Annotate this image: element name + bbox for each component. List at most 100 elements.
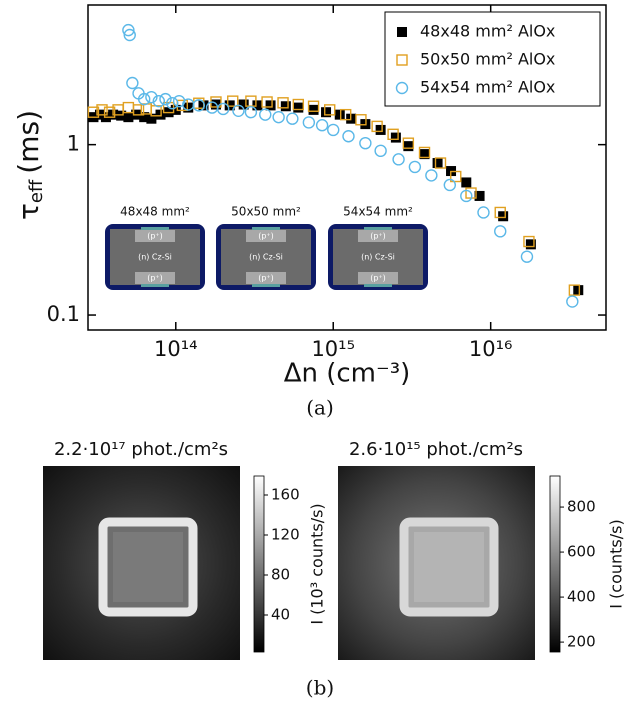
pl-image (338, 466, 535, 660)
inset-label: (p⁺) (258, 274, 274, 283)
marker (252, 100, 263, 111)
marker (402, 137, 415, 149)
colorbar-tick-label: 400 (567, 588, 596, 606)
marker (232, 104, 245, 117)
marker (137, 92, 151, 106)
inset-title: 54x54 mm² (343, 205, 413, 219)
y-label-symbol: τ (12, 203, 45, 220)
inset-contact (364, 284, 392, 287)
inset-label: (n) Cz-Si (138, 253, 172, 262)
inset-emitter (358, 230, 398, 242)
marker (123, 112, 134, 123)
marker (162, 101, 175, 114)
legend-marker (397, 27, 407, 37)
marker (340, 108, 352, 121)
marker (293, 102, 304, 113)
marker (432, 158, 443, 169)
x-tick-label: 10¹⁶ (469, 337, 513, 361)
marker (224, 100, 235, 111)
panel-label: (a) (306, 396, 334, 420)
marker (408, 160, 422, 174)
marker (375, 124, 386, 135)
inset-emitter (246, 272, 286, 284)
marker (123, 28, 136, 42)
marker (566, 295, 579, 308)
marker (434, 157, 447, 169)
marker (450, 170, 462, 183)
marker (170, 104, 181, 115)
inset-label: (p⁺) (147, 232, 163, 241)
marker (244, 106, 258, 119)
inset-contact (141, 284, 169, 287)
marker (87, 106, 100, 118)
marker (132, 104, 145, 116)
marker (525, 239, 536, 250)
colorbar-tick-label: 800 (567, 498, 596, 516)
marker (308, 104, 319, 115)
inset-label: (n) Cz-Si (361, 253, 395, 262)
pl-image (43, 466, 240, 660)
inset-emitter (358, 272, 398, 284)
inset-emitter (246, 230, 286, 242)
inset-contact (252, 284, 280, 287)
colorbar-tick-label: 600 (567, 543, 596, 561)
marker (192, 99, 205, 112)
inset-emitter (135, 230, 175, 242)
marker (152, 94, 165, 108)
x-tick-label: 10¹⁵ (311, 337, 355, 361)
marker (359, 136, 372, 150)
panel-label: (b) (306, 676, 334, 700)
marker (392, 153, 405, 166)
colorbar-tick-label: 80 (271, 566, 290, 584)
inset-contact (364, 227, 392, 230)
y-tick-label: 1 (67, 132, 80, 156)
marker (259, 108, 272, 121)
colorbar-tick-label: 160 (271, 486, 300, 504)
marker (227, 95, 239, 107)
marker (374, 144, 387, 158)
marker (277, 97, 289, 109)
inset-label: (p⁺) (370, 232, 386, 241)
marker (371, 120, 383, 133)
marker (387, 128, 399, 141)
marker (315, 119, 329, 132)
marker (419, 149, 430, 160)
y-tick-label: 0.1 (47, 302, 80, 326)
x-axis-label: Δn (cm⁻³) (284, 359, 411, 389)
marker (498, 211, 509, 222)
marker (183, 102, 194, 113)
marker (461, 177, 472, 188)
marker (139, 112, 150, 123)
x-tick-label: 10¹⁴ (154, 337, 198, 361)
colorbar-tick-label: 120 (271, 526, 300, 544)
marker (460, 189, 473, 203)
marker (122, 23, 135, 37)
marker (238, 99, 249, 110)
y-axis-label: τeff (ms) (12, 110, 47, 220)
colorbar-tick-label: 40 (271, 606, 290, 624)
legend-label: 54x54 mm² AlOx (420, 78, 555, 97)
legend-label: 50x50 mm² AlOx (420, 50, 555, 69)
marker (520, 250, 534, 263)
marker (280, 101, 291, 112)
marker (292, 98, 305, 111)
legend-box (384, 11, 601, 107)
image-title: 2.2·10¹⁷ phot./cm²s (54, 439, 228, 460)
marker (523, 235, 535, 248)
marker (145, 90, 158, 104)
legend-label: 48x48 mm² AlOx (420, 22, 555, 41)
marker (286, 112, 299, 125)
marker (159, 92, 172, 106)
inset-label: (n) Cz-Si (249, 253, 283, 262)
colorbar-label: I (10³ counts/s) (308, 503, 327, 624)
marker (494, 206, 506, 219)
legend-marker (396, 54, 408, 66)
marker (403, 141, 414, 152)
marker (425, 169, 438, 182)
inset-label: (p⁺) (258, 232, 274, 241)
marker (494, 225, 507, 238)
marker (302, 116, 316, 129)
marker (390, 132, 401, 143)
inset-label: (p⁺) (370, 274, 386, 283)
